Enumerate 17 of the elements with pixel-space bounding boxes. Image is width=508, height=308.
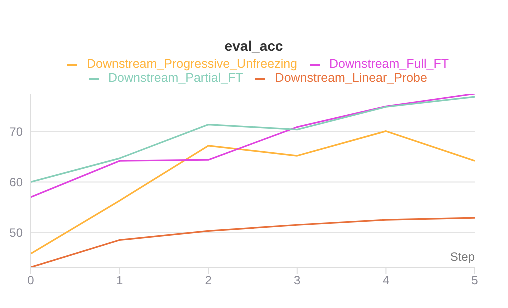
x-axis-title: Step [450,250,476,264]
line-series [31,94,475,198]
legend-label: Downstream_Linear_Probe [274,71,428,85]
x-tick-label: 2 [205,274,212,288]
legend-label: Downstream_Full_FT [328,57,449,71]
x-tick-label: 3 [294,274,302,288]
legend-label: Downstream_Progressive_Unfreezing [86,57,298,71]
legend-label: Downstream_Partial_FT [108,71,244,85]
x-tick-label: 5 [472,274,479,288]
x-tick-label: 0 [28,274,35,288]
y-tick-label: 60 [10,176,24,190]
x-tick-label: 4 [382,274,390,288]
y-tick-label: 50 [10,226,24,240]
chart-title: eval_acc [224,38,284,54]
line-series [31,96,475,184]
x-tick-label: 1 [116,274,124,288]
y-tick-label: 70 [10,125,24,140]
